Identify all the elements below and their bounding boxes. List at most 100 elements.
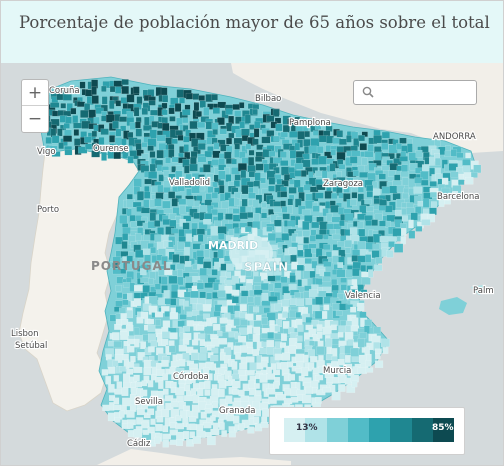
municipality-cell[interactable] <box>430 201 437 209</box>
municipality-cell[interactable] <box>100 128 109 135</box>
municipality-cell[interactable] <box>301 209 311 216</box>
municipality-cell[interactable] <box>268 209 275 216</box>
municipality-cell[interactable] <box>400 171 409 178</box>
municipality-cell[interactable] <box>323 234 329 240</box>
municipality-cell[interactable] <box>127 361 135 368</box>
municipality-cell[interactable] <box>186 188 192 197</box>
municipality-cell[interactable] <box>366 184 374 192</box>
municipality-cell[interactable] <box>352 169 360 177</box>
municipality-cell[interactable] <box>417 200 424 207</box>
municipality-cell[interactable] <box>350 347 359 357</box>
municipality-cell[interactable] <box>275 226 282 233</box>
municipality-cell[interactable] <box>154 198 162 207</box>
municipality-cell[interactable] <box>415 149 423 158</box>
municipality-cell[interactable] <box>177 185 185 192</box>
municipality-cell[interactable] <box>181 117 189 124</box>
municipality-cell[interactable] <box>247 426 255 434</box>
municipality-cell[interactable] <box>174 103 182 112</box>
municipality-cell[interactable] <box>233 415 240 424</box>
municipality-cell[interactable] <box>113 341 123 348</box>
municipality-cell[interactable] <box>150 340 157 348</box>
municipality-cell[interactable] <box>163 169 170 177</box>
municipality-cell[interactable] <box>387 170 396 177</box>
municipality-cell[interactable] <box>213 282 220 291</box>
municipality-cell[interactable] <box>158 398 165 406</box>
municipality-cell[interactable] <box>211 202 219 208</box>
municipality-cell[interactable] <box>286 361 294 368</box>
municipality-cell[interactable] <box>160 276 168 285</box>
municipality-cell[interactable] <box>170 401 179 408</box>
municipality-cell[interactable] <box>260 282 269 291</box>
municipality-cell[interactable] <box>175 415 182 421</box>
municipality-cell[interactable] <box>197 333 206 339</box>
municipality-cell[interactable] <box>143 367 152 376</box>
municipality-cell[interactable] <box>154 283 161 290</box>
municipality-cell[interactable] <box>279 342 287 348</box>
municipality-cell[interactable] <box>178 345 187 352</box>
municipality-cell[interactable] <box>388 241 395 248</box>
municipality-cell[interactable] <box>382 347 389 354</box>
municipality-cell[interactable] <box>240 296 249 304</box>
municipality-cell[interactable] <box>338 164 346 170</box>
municipality-cell[interactable] <box>168 345 176 353</box>
municipality-cell[interactable] <box>114 348 124 355</box>
municipality-cell[interactable] <box>363 325 370 334</box>
municipality-cell[interactable] <box>462 159 471 167</box>
municipality-cell[interactable] <box>161 331 171 339</box>
municipality-cell[interactable] <box>148 346 155 353</box>
municipality-cell[interactable] <box>396 184 405 193</box>
municipality-cell[interactable] <box>294 142 301 151</box>
municipality-cell[interactable] <box>247 296 254 303</box>
municipality-cell[interactable] <box>148 100 156 106</box>
municipality-cell[interactable] <box>407 143 413 153</box>
municipality-cell[interactable] <box>386 214 396 222</box>
municipality-cell[interactable] <box>219 128 227 135</box>
municipality-cell[interactable] <box>213 311 221 317</box>
municipality-cell[interactable] <box>171 198 178 207</box>
municipality-cell[interactable] <box>368 163 377 171</box>
municipality-cell[interactable] <box>303 138 311 147</box>
municipality-cell[interactable] <box>233 180 241 187</box>
municipality-cell[interactable] <box>163 186 171 193</box>
municipality-cell[interactable] <box>253 128 260 138</box>
municipality-cell[interactable] <box>336 269 346 278</box>
municipality-cell[interactable] <box>108 366 116 374</box>
municipality-cell[interactable] <box>175 130 183 136</box>
municipality-cell[interactable] <box>238 423 245 431</box>
municipality-cell[interactable] <box>158 380 164 389</box>
municipality-cell[interactable] <box>364 215 373 222</box>
municipality-cell[interactable] <box>266 226 273 232</box>
municipality-cell[interactable] <box>147 408 155 416</box>
municipality-cell[interactable] <box>408 230 416 239</box>
municipality-cell[interactable] <box>245 206 252 213</box>
municipality-cell[interactable] <box>428 156 435 166</box>
municipality-cell[interactable] <box>156 368 165 377</box>
municipality-cell[interactable] <box>190 377 196 384</box>
municipality-cell[interactable] <box>357 213 367 221</box>
municipality-cell[interactable] <box>367 269 374 278</box>
municipality-cell[interactable] <box>126 409 135 418</box>
municipality-cell[interactable] <box>361 157 368 166</box>
municipality-cell[interactable] <box>147 138 157 147</box>
municipality-cell[interactable] <box>275 123 283 132</box>
municipality-cell[interactable] <box>375 257 383 264</box>
municipality-cell[interactable] <box>150 246 157 254</box>
municipality-cell[interactable] <box>386 250 394 258</box>
municipality-cell[interactable] <box>266 388 276 395</box>
municipality-cell[interactable] <box>161 102 168 109</box>
municipality-cell[interactable] <box>378 230 385 236</box>
municipality-cell[interactable] <box>322 387 331 393</box>
municipality-cell[interactable] <box>203 107 210 116</box>
municipality-cell[interactable] <box>168 340 175 346</box>
municipality-cell[interactable] <box>344 213 354 222</box>
municipality-cell[interactable] <box>176 89 185 98</box>
municipality-cell[interactable] <box>157 184 164 193</box>
municipality-cell[interactable] <box>304 248 313 258</box>
municipality-cell[interactable] <box>218 170 226 180</box>
municipality-cell[interactable] <box>349 156 358 164</box>
municipality-cell[interactable] <box>206 292 213 300</box>
municipality-cell[interactable] <box>189 120 198 130</box>
municipality-cell[interactable] <box>161 338 169 346</box>
municipality-cell[interactable] <box>312 130 319 136</box>
municipality-cell[interactable] <box>374 213 383 221</box>
